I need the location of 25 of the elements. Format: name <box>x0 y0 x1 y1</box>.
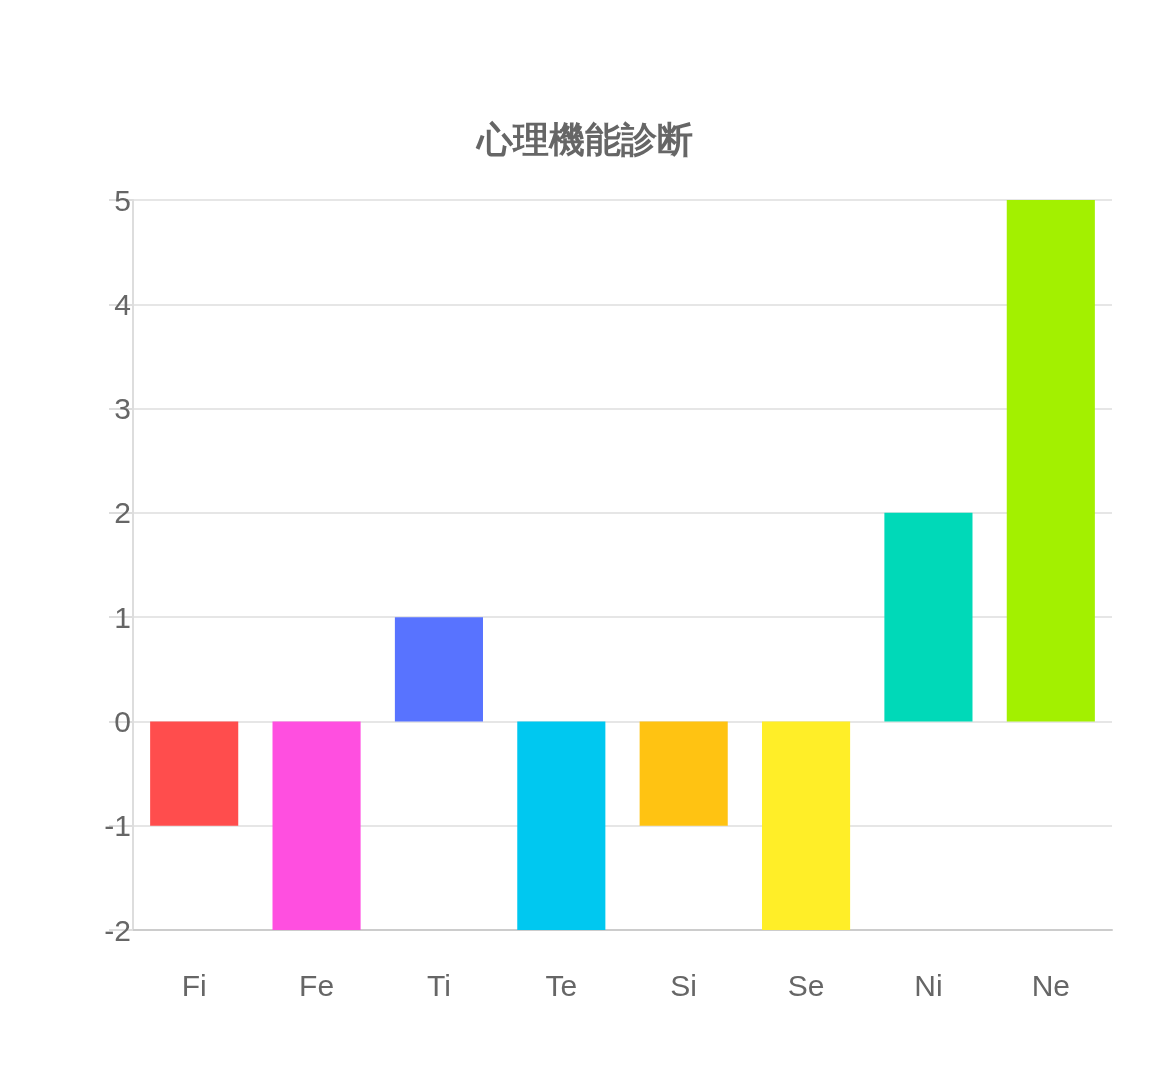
y-tick-label: 0 <box>114 704 131 738</box>
x-tick-label: Te <box>545 968 578 1002</box>
bar <box>272 721 361 930</box>
bar <box>394 617 483 722</box>
y-tick-label: 3 <box>114 392 131 426</box>
x-tick-label: Se <box>787 968 825 1002</box>
x-tick-label: Ni <box>914 968 943 1002</box>
bar <box>517 721 606 930</box>
x-tick-label: Ne <box>1031 968 1070 1002</box>
y-tick-label: 2 <box>114 496 131 530</box>
x-tick-label: Fi <box>181 968 207 1002</box>
x-tick-label: Ti <box>426 968 451 1002</box>
bar <box>884 512 973 722</box>
y-tick-label: -1 <box>104 809 131 843</box>
bar <box>762 721 851 930</box>
bar <box>150 721 239 826</box>
x-tick-label: Fe <box>299 968 335 1002</box>
bar <box>639 721 728 826</box>
y-tick-label: 4 <box>114 287 131 321</box>
y-tick-label: -2 <box>104 913 131 947</box>
y-tick-label: 1 <box>114 600 131 634</box>
y-tick-label: 5 <box>114 183 131 217</box>
chart-title: 心理機能診断 <box>475 118 693 160</box>
bar <box>1006 200 1095 722</box>
x-tick-label: Si <box>670 968 698 1002</box>
